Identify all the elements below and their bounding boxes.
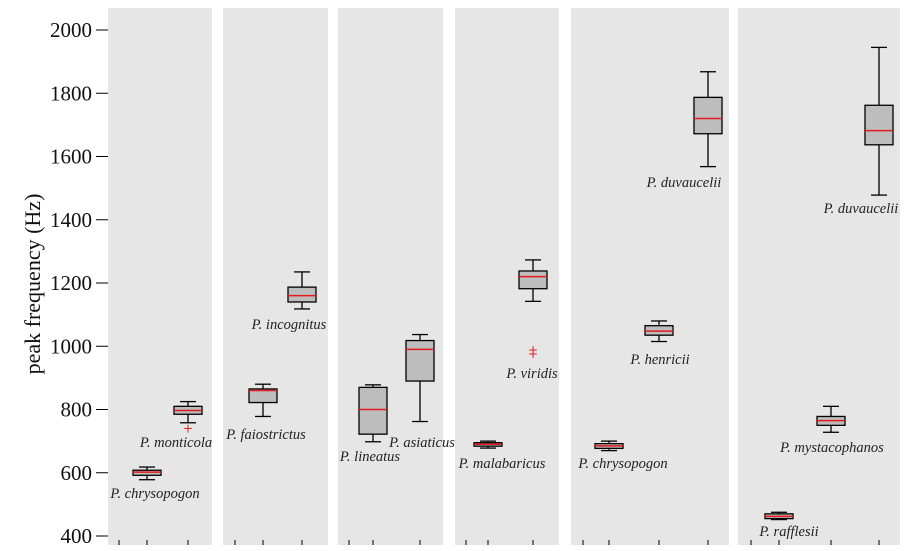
y-axis: 400 600 800 1000 1200 1400 1600 1800 2000 <box>50 18 108 548</box>
panel-background <box>338 8 443 545</box>
panel-background <box>738 8 900 545</box>
iqr-box <box>693 96 723 135</box>
panel-background <box>108 8 212 545</box>
box-p-chrysopogon: P. chrysopogon <box>109 466 200 502</box>
y-tick-label: 2000 <box>50 18 92 42</box>
iqr-box <box>405 339 435 382</box>
species-label: P. monticola <box>139 435 212 451</box>
y-tick-label: 600 <box>61 461 93 485</box>
y-tick-label: 1000 <box>50 334 92 358</box>
panel-5: P. chrysopogon P. henricii P. duvaucelii <box>571 8 729 545</box>
species-label: P. mystacophanos <box>779 440 884 456</box>
species-label: P. duvaucelii <box>823 201 899 217</box>
panel-2: P. faiostrictus P. incognitus <box>223 8 328 545</box>
outlier-marker: + <box>183 421 193 435</box>
outlier-marker: + <box>528 347 538 361</box>
box-p-henricii: P. henricii <box>629 320 690 368</box>
outlier-marker: + <box>528 343 538 357</box>
box-p-duvaucelii: P. duvaucelii <box>823 46 899 217</box>
y-tick-label: 1200 <box>50 271 92 295</box>
box-p-lineatus: P. lineatus <box>339 384 401 465</box>
box-p-mystacophanos: P. mystacophanos <box>779 405 884 456</box>
y-tick-label: 800 <box>61 398 93 422</box>
box-p-faiostrictus: P. faiostrictus <box>225 383 306 443</box>
y-tick-label: 1400 <box>50 208 92 232</box>
box-p-monticola: +P. monticola <box>139 400 212 451</box>
species-label: P. duvaucelii <box>646 175 722 191</box>
species-label: P. henricii <box>629 352 689 368</box>
species-label: P. lineatus <box>339 449 401 465</box>
species-label: P. rafflesii <box>758 524 818 540</box>
iqr-box <box>248 388 278 404</box>
species-label: P. chrysopogon <box>109 486 199 502</box>
box-p-asiaticus: P. asiaticus <box>388 333 455 451</box>
species-label: P. incognitus <box>251 317 327 333</box>
iqr-box <box>287 286 317 303</box>
y-axis-label: peak frequency (Hz) <box>20 194 45 375</box>
species-label: P. faiostrictus <box>225 427 306 443</box>
box-p-chrysopogon: P. chrysopogon <box>577 440 668 472</box>
iqr-box <box>864 104 894 146</box>
iqr-box <box>358 386 388 435</box>
species-label: P. viridis <box>505 366 558 382</box>
panels-layer: P. chrysopogon+P. monticola P. faiostrict… <box>108 8 900 545</box>
species-label: P. chrysopogon <box>577 456 667 472</box>
box-p-malabaricus: P. malabaricus <box>458 440 546 472</box>
species-label: P. malabaricus <box>458 456 546 472</box>
y-tick-label: 1800 <box>50 81 92 105</box>
panel-6: P. rafflesii P. mystacophanos P. duvauceli… <box>738 8 900 545</box>
panel-4: P. malabaricus ++ P. viridis <box>455 8 559 545</box>
species-label: P. asiaticus <box>388 435 455 451</box>
iqr-box <box>518 270 548 290</box>
y-tick-label: 1600 <box>50 145 92 169</box>
box-p-duvaucelii: P. duvaucelii <box>646 71 723 191</box>
box-p-viridis: ++ P. viridis <box>505 259 558 382</box>
y-tick-label: 400 <box>61 524 93 548</box>
panel-1: P. chrysopogon +P. monticola <box>108 8 212 545</box>
box-p-incognitus: P. incognitus <box>251 271 327 333</box>
box-p-rafflesii: P. rafflesii <box>758 511 819 540</box>
panel-background <box>223 8 328 545</box>
